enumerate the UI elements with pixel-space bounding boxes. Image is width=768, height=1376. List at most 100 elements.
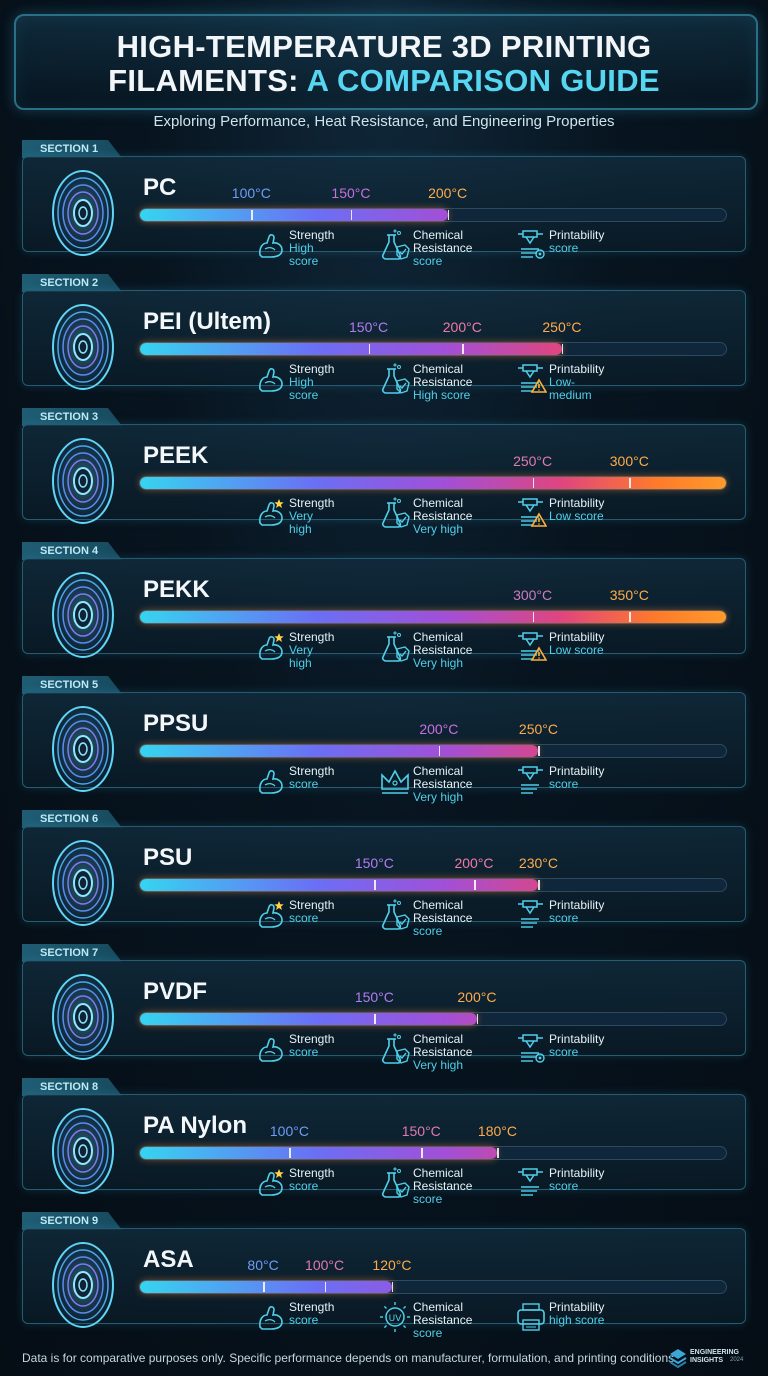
- temp-bar-fill: [140, 611, 726, 623]
- temp-label: 150°C: [348, 319, 389, 335]
- footnote: Data is for comparative purposes only. S…: [22, 1351, 678, 1365]
- arm-star-icon: [259, 901, 284, 928]
- uv-icon: UV: [380, 1302, 410, 1332]
- temp-label: 100°C: [269, 1123, 309, 1139]
- printer-warning-icon: [518, 364, 547, 393]
- property-score: score: [549, 1045, 579, 1059]
- property-label: Printability: [549, 362, 605, 376]
- spool-icon: [52, 438, 114, 524]
- temp-bar-fill: [140, 745, 539, 757]
- brand-text: ENGINEERING INSIGHTS: [690, 1349, 739, 1365]
- brand-logo: ENGINEERING INSIGHTS 2024: [668, 1346, 758, 1370]
- filament-card: PVDF 150°C 200°C Strength score Chemical Resi…: [22, 960, 746, 1072]
- brand-line-2: INSIGHTS: [690, 1357, 724, 1364]
- property-score: score: [549, 241, 579, 255]
- property-score: score: [413, 1326, 443, 1340]
- temp-label: 200°C: [428, 185, 468, 201]
- material-name: PSU: [143, 844, 193, 871]
- temp-label: 250°C: [542, 319, 582, 335]
- arm-icon: [259, 368, 283, 392]
- property-score: score: [549, 777, 579, 791]
- material-name: PEI (Ultem): [143, 308, 272, 335]
- temp-bar-track: 150°C 200°C 230°C: [139, 855, 727, 892]
- filament-card: PEKK 300°C 350°C Strength Very high Chemical …: [22, 558, 746, 670]
- property-label: Chemical Resistance: [413, 363, 477, 389]
- property-label: Chemical Resistance: [413, 899, 477, 925]
- temp-tick: [629, 612, 631, 622]
- property-label: Printability: [549, 630, 605, 644]
- arm-star-icon: [259, 1169, 284, 1196]
- property-score: High score: [289, 375, 319, 402]
- property-label: Chemical Resistance: [413, 229, 477, 255]
- temp-label: 300°C: [513, 587, 553, 603]
- property-label: Strength: [289, 1300, 335, 1314]
- spool-icon: [52, 572, 114, 658]
- temp-label: 100°C: [305, 1257, 345, 1273]
- temp-bar-track: 300°C 350°C: [139, 587, 727, 624]
- property-score: score: [413, 1192, 443, 1206]
- printer-gear-icon: [518, 230, 545, 259]
- printer-warning-icon: [518, 498, 547, 527]
- property-score: Very high: [289, 509, 314, 536]
- property-score: high score: [549, 1313, 605, 1327]
- property-score: score: [289, 1179, 319, 1193]
- svg-text:UV: UV: [389, 1314, 403, 1324]
- property-label-text: Chemical Resistance: [413, 630, 473, 657]
- printer-icon: [518, 1168, 543, 1196]
- property-label: Printability: [549, 1032, 605, 1046]
- temp-label: 200°C: [457, 989, 497, 1005]
- temp-tick: [532, 478, 535, 488]
- temp-tick: [251, 210, 253, 220]
- flask-icon: [381, 229, 410, 260]
- brand-line-1: ENGINEERING: [690, 1349, 740, 1356]
- temp-tick: [368, 344, 371, 354]
- property-score: score: [289, 777, 319, 791]
- spool-icon: [52, 840, 114, 926]
- temp-bar-track: 150°C 200°C: [139, 989, 727, 1026]
- temp-tick: [561, 344, 564, 354]
- property-label: Strength: [289, 228, 335, 242]
- filament-section: SECTION 7 PVDF 150°C 200°C Strength score Chem…: [22, 944, 746, 1072]
- filament-section: SECTION 1 PC 100°C 150°C 200°C Strength High s…: [22, 140, 746, 268]
- property-label-text: Chemical Resistance: [413, 764, 473, 791]
- material-name: PPSU: [143, 710, 209, 737]
- arm-star-icon: [259, 499, 284, 526]
- property-label: Strength: [289, 1032, 335, 1046]
- temp-tick: [374, 1014, 376, 1024]
- temp-tick: [476, 1014, 479, 1024]
- temp-label: 120°C: [372, 1257, 412, 1273]
- temp-bar-fill: [140, 477, 726, 489]
- filament-section: SECTION 4 PEKK 300°C 350°C Strength Very high…: [22, 542, 746, 670]
- temp-label: 150°C: [331, 185, 371, 201]
- temp-label: 150°C: [354, 855, 394, 871]
- temp-bar-track: 250°C 300°C: [139, 453, 727, 490]
- temp-bar-fill: [140, 1013, 477, 1025]
- property-score: Low score: [549, 509, 604, 523]
- property-label-text: Chemical Resistance: [413, 1300, 473, 1327]
- temp-label: 150°C: [401, 1123, 441, 1139]
- temp-label: 200°C: [454, 855, 494, 871]
- property-label: Strength: [289, 764, 335, 778]
- header-frame: [14, 14, 758, 110]
- temp-label: 250°C: [518, 721, 559, 737]
- property-label: Chemical Resistance: [413, 631, 477, 657]
- temp-bar-fill: [140, 879, 539, 891]
- property-score: score: [289, 1045, 319, 1059]
- temp-bar-track: 200°C 250°C: [139, 721, 727, 758]
- temp-label: 350°C: [609, 587, 649, 603]
- temp-tick: [289, 1148, 291, 1158]
- property-label-text: Chemical Resistance: [413, 1032, 473, 1059]
- flask-icon: [381, 1167, 410, 1198]
- temp-bar-fill: [140, 1281, 392, 1293]
- filament-section: SECTION 9 ASA 80°C 100°C 120°C Strength score U…: [22, 1212, 746, 1340]
- property-label: Strength: [289, 496, 335, 510]
- section-tab: SECTION 5: [22, 676, 122, 694]
- spool-icon: [52, 170, 114, 256]
- section-tab: SECTION 3: [22, 408, 122, 426]
- temp-bar-fill: [140, 1147, 498, 1159]
- page-title: HIGH-TEMPERATURE 3D PRINTING FILAMENTS: …: [0, 30, 768, 98]
- property-label: Printability: [549, 898, 605, 912]
- filament-section: SECTION 5 PPSU 200°C 250°C Strength score Chem…: [22, 676, 746, 804]
- material-name: PA Nylon: [143, 1112, 248, 1139]
- title-line-1: HIGH-TEMPERATURE 3D PRINTING: [116, 29, 652, 64]
